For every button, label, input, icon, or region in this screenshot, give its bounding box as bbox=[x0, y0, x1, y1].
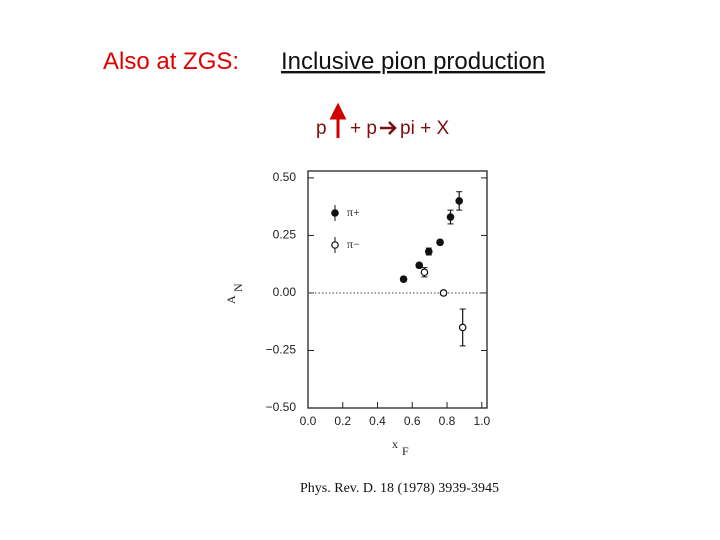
x-tick-label: 1.0 bbox=[473, 414, 490, 428]
y-tick-label: −0.25 bbox=[266, 343, 297, 357]
data-point bbox=[415, 261, 424, 270]
x-tick-label: 0.8 bbox=[439, 414, 456, 428]
legend-marker bbox=[331, 241, 339, 249]
y-axis-label-sub: N bbox=[231, 283, 245, 292]
data-point bbox=[446, 213, 455, 221]
y-tick-label: 0.00 bbox=[273, 285, 297, 299]
legend-marker bbox=[331, 209, 339, 217]
plot: −0.50 −0.25 0.00 0.25 0.50 0.0 0.2 0.4 0.6 0.8 1.0… bbox=[224, 170, 491, 458]
x-axis-label: x bbox=[392, 437, 398, 451]
x-tick-label: 0.0 bbox=[300, 414, 317, 428]
slide-title: Inclusive pion production bbox=[281, 48, 545, 75]
y-axis-label-group: AN bbox=[224, 283, 245, 304]
reaction-arrow bbox=[380, 121, 397, 135]
plot-frame bbox=[307, 170, 488, 409]
x-axis-label-sub: F bbox=[402, 444, 409, 458]
x-tick-label: 0.4 bbox=[369, 414, 386, 428]
citation: Phys. Rev. D. 18 (1978) 3939-3945 bbox=[300, 481, 499, 496]
legend-label: π+ bbox=[347, 205, 360, 219]
reaction-target: + p bbox=[350, 118, 377, 139]
y-tick-label: −0.50 bbox=[266, 400, 297, 414]
x-tick-label: 0.6 bbox=[404, 414, 421, 428]
reaction: p + p pi + X bbox=[316, 102, 449, 139]
reaction-products: pi + X bbox=[400, 118, 449, 139]
y-tick-label: 0.25 bbox=[273, 228, 297, 242]
data-point bbox=[439, 289, 448, 297]
x-tick-label: 0.2 bbox=[334, 414, 351, 428]
data-point bbox=[458, 323, 467, 332]
data-point bbox=[455, 197, 463, 205]
title-prefix: Also at ZGS: bbox=[103, 48, 239, 75]
data-point bbox=[424, 247, 433, 256]
data-point bbox=[436, 238, 444, 247]
y-axis-label: A bbox=[224, 295, 238, 304]
data-point bbox=[399, 275, 408, 283]
polarization-arrow bbox=[329, 102, 347, 138]
legend-label: π− bbox=[347, 237, 360, 251]
reaction-beam: p bbox=[316, 118, 327, 139]
y-tick-label: 0.50 bbox=[273, 170, 297, 184]
data-point bbox=[420, 268, 429, 277]
